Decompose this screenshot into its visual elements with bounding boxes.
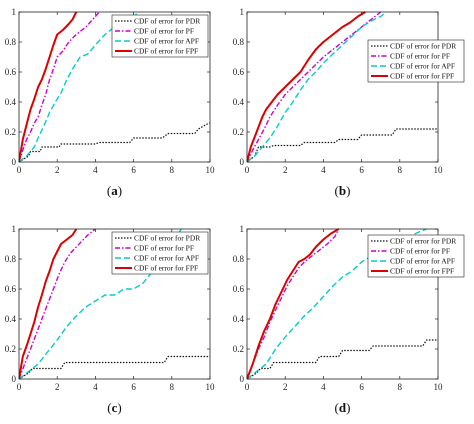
series-line-2 xyxy=(247,11,382,162)
x-tick-label: 4 xyxy=(93,165,98,175)
x-tick-label: 2 xyxy=(55,165,60,175)
y-tick-label: 0.8 xyxy=(233,37,245,47)
y-tick-label: 0 xyxy=(240,157,245,167)
series-line-1 xyxy=(247,128,438,162)
y-tick-label: 0.8 xyxy=(5,37,17,47)
y-tick-label: 0.6 xyxy=(233,67,245,77)
x-tick-label: 4 xyxy=(93,382,98,392)
y-tick-label: 0.2 xyxy=(5,127,16,137)
y-tick-label: 0.6 xyxy=(5,67,17,77)
chart-panel-1: 0 2 4 6 8 10 0 0.2 0.4 0.6 0.8 1 CDF of error for PD… xyxy=(5,7,215,198)
panel-caption: (a) xyxy=(107,183,122,198)
y-tick-label: 0.4 xyxy=(5,97,17,107)
x-tick-label: 10 xyxy=(206,165,216,175)
legend-label-1: CDF of error for PDR xyxy=(390,42,456,51)
series-line-2 xyxy=(19,11,100,162)
x-tick-label: 6 xyxy=(359,382,364,392)
x-tick-label: 4 xyxy=(321,382,326,392)
legend-label-4: CDF of error for FPF xyxy=(134,264,198,273)
x-tick-label: 8 xyxy=(170,165,175,175)
y-tick-label: 0 xyxy=(12,374,17,384)
legend-label-3: CDF of error for APF xyxy=(134,37,199,46)
x-tick-label: 10 xyxy=(206,382,216,392)
legend-label-2: CDF of error for PF xyxy=(390,247,450,256)
panel-caption: (d) xyxy=(335,400,351,415)
legend-label-3: CDF of error for APF xyxy=(134,254,199,263)
x-tick-label: 6 xyxy=(131,382,136,392)
x-tick-label: 10 xyxy=(434,382,444,392)
plot-frame xyxy=(18,228,211,380)
chart-panel-4: 0 2 4 6 8 10 0 0.2 0.4 0.6 0.8 1 CDF of error for PD… xyxy=(233,224,465,415)
plot-frame xyxy=(246,228,439,380)
series-line-4 xyxy=(247,228,340,379)
series-line-3 xyxy=(247,11,387,162)
legend-label-1: CDF of error for PDR xyxy=(134,17,200,26)
x-tick-label: 2 xyxy=(283,382,288,392)
legend-label-2: CDF of error for PF xyxy=(134,27,194,36)
x-tick-label: 6 xyxy=(359,165,364,175)
legend-label-4: CDF of error for FPF xyxy=(390,267,454,276)
legend-box xyxy=(111,14,209,58)
series-line-2 xyxy=(247,228,340,379)
series-line-1 xyxy=(19,122,210,162)
series-line-4 xyxy=(19,228,78,379)
series-line-4 xyxy=(247,11,366,162)
y-tick-label: 0.4 xyxy=(5,314,17,324)
y-tick-label: 0.4 xyxy=(233,97,245,107)
series-line-1 xyxy=(19,355,210,379)
x-tick-label: 10 xyxy=(434,165,444,175)
x-tick-label: 6 xyxy=(131,165,136,175)
y-tick-label: 0 xyxy=(240,374,245,384)
x-tick-label: 8 xyxy=(170,382,175,392)
x-tick-label: 4 xyxy=(321,165,326,175)
panel-caption: (c) xyxy=(107,400,121,415)
y-tick-label: 0.8 xyxy=(5,254,17,264)
y-tick-label: 0.8 xyxy=(233,254,245,264)
y-tick-label: 0 xyxy=(12,157,17,167)
legend-label-1: CDF of error for PDR xyxy=(390,237,456,246)
x-tick-label: 8 xyxy=(398,165,403,175)
x-tick-label: 8 xyxy=(398,382,403,392)
y-tick-label: 1 xyxy=(240,224,245,234)
y-tick-label: 1 xyxy=(12,7,17,17)
legend-label-3: CDF of error for APF xyxy=(390,62,455,71)
legend-label-4: CDF of error for FPF xyxy=(390,72,454,81)
y-tick-label: 0.6 xyxy=(233,284,245,294)
y-tick-label: 1 xyxy=(12,224,17,234)
x-tick-label: 0 xyxy=(17,165,22,175)
x-tick-label: 0 xyxy=(17,382,22,392)
legend-label-1: CDF of error for PDR xyxy=(134,234,200,243)
y-tick-label: 0.4 xyxy=(233,314,245,324)
legend-label-3: CDF of error for APF xyxy=(390,257,455,266)
legend-label-2: CDF of error for PF xyxy=(390,52,450,61)
plot-frame xyxy=(246,11,439,163)
chart-panel-2: 0 2 4 6 8 10 0 0.2 0.4 0.6 0.8 1 CDF of error for PD… xyxy=(233,7,465,198)
y-tick-label: 0.2 xyxy=(233,127,244,137)
x-tick-label: 0 xyxy=(245,165,250,175)
legend-label-4: CDF of error for FPF xyxy=(134,47,198,56)
y-tick-label: 0.2 xyxy=(233,344,244,354)
series-line-2 xyxy=(19,228,96,379)
x-tick-label: 2 xyxy=(283,165,288,175)
chart-panel-3: 0 2 4 6 8 10 0 0.2 0.4 0.6 0.8 1 CDF of error for PD… xyxy=(5,224,215,415)
x-tick-label: 2 xyxy=(55,382,60,392)
x-tick-label: 0 xyxy=(245,382,250,392)
y-tick-label: 0.6 xyxy=(5,284,17,294)
plot-frame xyxy=(18,11,211,163)
y-tick-label: 1 xyxy=(240,7,245,17)
series-line-4 xyxy=(19,11,78,162)
series-line-3 xyxy=(19,11,140,162)
series-line-1 xyxy=(247,339,438,379)
legend-label-2: CDF of error for PF xyxy=(134,244,194,253)
panel-caption: (b) xyxy=(335,183,351,198)
y-tick-label: 0.2 xyxy=(5,344,16,354)
